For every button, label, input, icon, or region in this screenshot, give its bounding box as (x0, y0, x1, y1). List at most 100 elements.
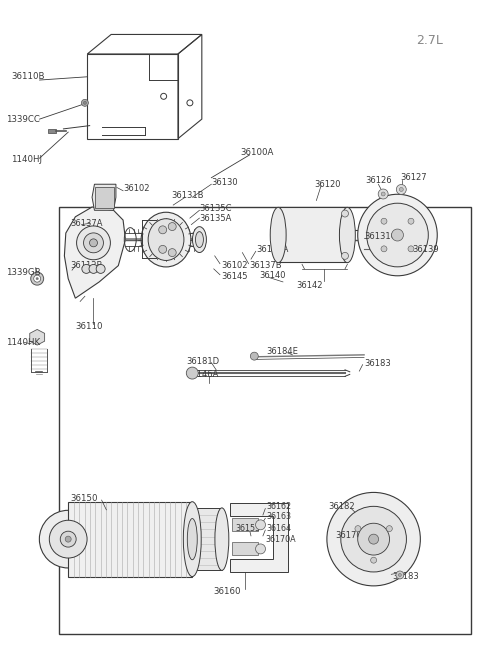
Circle shape (381, 246, 387, 252)
Text: 36183: 36183 (364, 359, 391, 368)
Text: 36170A: 36170A (265, 534, 296, 544)
Circle shape (251, 352, 258, 360)
Circle shape (327, 493, 420, 586)
Ellipse shape (141, 212, 191, 267)
Text: 36160: 36160 (214, 587, 241, 596)
Circle shape (89, 265, 98, 273)
Text: 36146A: 36146A (186, 370, 218, 379)
Ellipse shape (195, 232, 204, 248)
Text: 36120: 36120 (314, 179, 340, 189)
Text: 36140: 36140 (259, 271, 286, 280)
Text: 36170: 36170 (336, 531, 362, 540)
Text: 1140HJ: 1140HJ (11, 155, 42, 164)
Bar (96, 187, 114, 208)
Circle shape (381, 218, 387, 224)
Polygon shape (230, 503, 288, 572)
Circle shape (396, 571, 404, 579)
Circle shape (341, 252, 348, 259)
Ellipse shape (183, 502, 201, 576)
Circle shape (65, 536, 71, 542)
Circle shape (399, 187, 403, 191)
Circle shape (31, 272, 44, 285)
Circle shape (186, 367, 198, 379)
Circle shape (408, 218, 414, 224)
Text: 36145: 36145 (221, 272, 247, 281)
Ellipse shape (187, 519, 197, 560)
Text: 36142: 36142 (296, 281, 323, 290)
Text: 36184E: 36184E (266, 347, 298, 356)
Text: 36130: 36130 (211, 178, 238, 187)
Text: 36135A: 36135A (199, 214, 232, 223)
Ellipse shape (192, 227, 206, 253)
Ellipse shape (339, 208, 355, 263)
Bar (192, 508, 222, 571)
Circle shape (396, 185, 406, 195)
Text: 36135C: 36135C (199, 204, 232, 213)
Circle shape (60, 531, 76, 547)
Text: 36155: 36155 (235, 523, 261, 533)
Text: 36131B: 36131B (171, 191, 204, 200)
Circle shape (34, 275, 41, 282)
Circle shape (96, 265, 105, 273)
Circle shape (82, 265, 91, 273)
Text: 36181D: 36181D (186, 357, 219, 366)
Circle shape (49, 520, 87, 558)
Polygon shape (64, 207, 125, 298)
Text: 36102: 36102 (221, 261, 247, 270)
Text: 36110B: 36110B (11, 72, 45, 81)
Circle shape (159, 226, 167, 234)
Text: 36163: 36163 (267, 512, 292, 521)
Circle shape (386, 526, 392, 532)
Circle shape (82, 100, 88, 106)
Circle shape (358, 523, 390, 555)
Circle shape (168, 223, 176, 231)
Circle shape (255, 544, 265, 554)
Polygon shape (30, 329, 45, 345)
Text: 36137A: 36137A (71, 219, 103, 228)
Text: 36131C: 36131C (364, 232, 396, 241)
Text: 36164: 36164 (267, 523, 292, 533)
Text: 36150: 36150 (71, 494, 98, 502)
Circle shape (371, 557, 377, 563)
Text: 36183: 36183 (393, 572, 420, 581)
Ellipse shape (270, 208, 286, 263)
Ellipse shape (148, 219, 184, 261)
Ellipse shape (367, 203, 428, 267)
Text: 36100A: 36100A (240, 149, 274, 157)
Text: 36182: 36182 (328, 502, 355, 511)
Text: 1339GB: 1339GB (6, 268, 41, 276)
Bar (232, 518, 258, 531)
Bar (59, 207, 471, 633)
Circle shape (84, 233, 103, 253)
Ellipse shape (215, 508, 229, 571)
Text: 36126: 36126 (365, 176, 392, 185)
Bar (68, 502, 192, 576)
Circle shape (39, 510, 97, 568)
Circle shape (341, 210, 348, 217)
Polygon shape (48, 129, 56, 134)
Text: 1339CC: 1339CC (6, 115, 40, 124)
Circle shape (408, 246, 414, 252)
Circle shape (77, 226, 110, 260)
Text: 36102: 36102 (123, 184, 150, 193)
Bar (278, 207, 348, 263)
Circle shape (159, 246, 167, 253)
Circle shape (369, 534, 379, 544)
Text: 36112B: 36112B (71, 261, 103, 270)
Circle shape (168, 249, 176, 257)
Circle shape (341, 506, 407, 572)
Circle shape (392, 229, 404, 241)
Circle shape (255, 520, 265, 530)
Bar (232, 542, 258, 555)
Circle shape (378, 189, 388, 199)
Text: 36139: 36139 (412, 245, 438, 254)
Text: 36137B: 36137B (250, 261, 282, 270)
Circle shape (89, 239, 97, 247)
Circle shape (381, 192, 385, 196)
Text: 36143A: 36143A (257, 245, 289, 254)
Ellipse shape (358, 195, 437, 276)
Circle shape (398, 574, 401, 576)
Circle shape (355, 526, 361, 532)
Circle shape (36, 278, 38, 280)
Polygon shape (92, 184, 116, 210)
